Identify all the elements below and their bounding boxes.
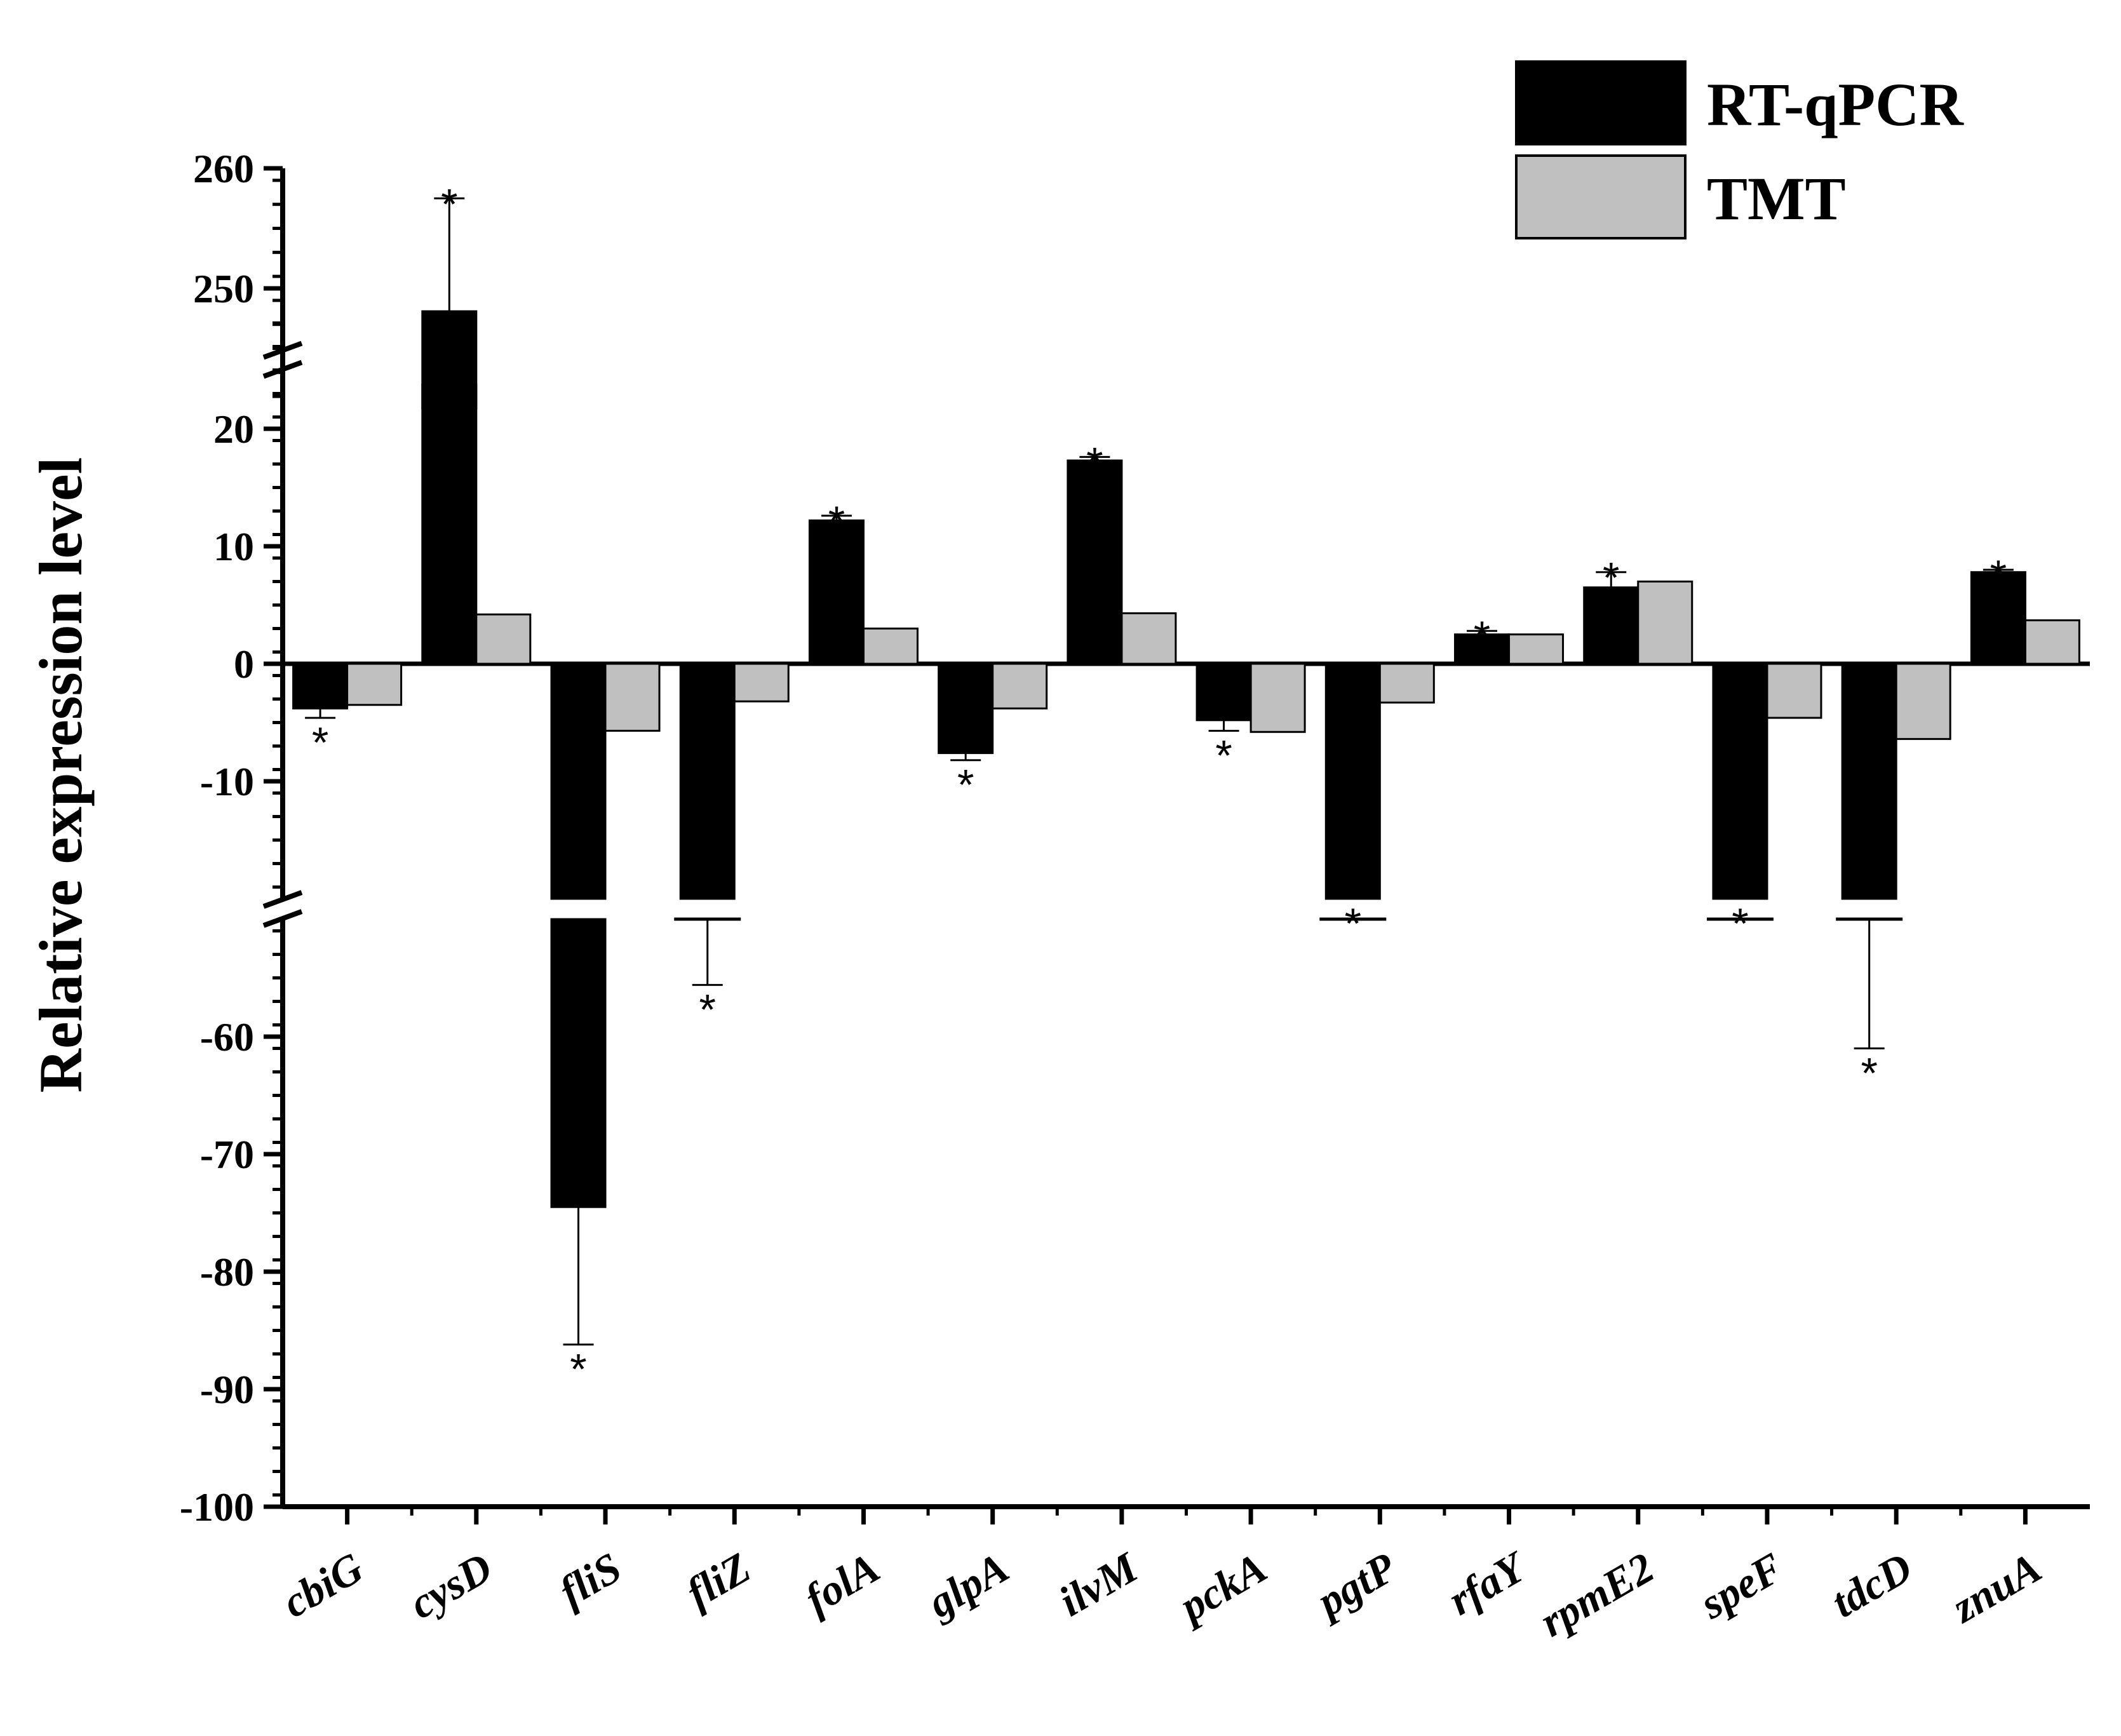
x-tick-label-ilvM: ilvM (1051, 1542, 1147, 1625)
bar-tmt-folA (862, 628, 919, 665)
bar-tmt-fliS (604, 663, 661, 732)
legend: RT-qPCR TMT (1515, 60, 1965, 239)
bar-rt-qpcr-pckA (1195, 663, 1252, 722)
bar-tmt-znuA (2024, 619, 2080, 665)
y-axis-label: Relative expression level (27, 457, 95, 1093)
y-tick-label: 20 (213, 407, 254, 452)
x-tick-label-speF: speF (1692, 1543, 1791, 1628)
axis-break-mark-1-b (262, 909, 303, 928)
bar-rt-qpcr-ilvM (1067, 459, 1123, 665)
x-tick-label-tdcD: tdcD (1823, 1543, 1920, 1627)
bar-tmt-ilvM (1121, 612, 1177, 665)
significance-marker-rfaY: * (1474, 612, 1490, 661)
legend-swatch-tmt (1515, 154, 1687, 239)
bar-tmt-rfaY (1508, 633, 1565, 665)
bar-tmt-cbiG (346, 663, 403, 706)
bar-tmt-rpmE2 (1637, 581, 1693, 665)
x-tick-label-cbiG: cbiG (274, 1543, 371, 1627)
y-tick-label: 260 (193, 146, 254, 191)
legend-label-tmt: TMT (1707, 165, 1846, 232)
y-tick-label: 0 (234, 642, 254, 687)
significance-marker-glpA: * (957, 761, 974, 809)
significance-marker-cysD: * (441, 180, 457, 228)
x-axis: cbiG cysD fliS fliZ folA glpA ilvM pckA pgtP rfaY… (274, 1504, 2090, 1646)
x-tick-label-rpmE2: rpmE2 (1532, 1543, 1662, 1646)
significance-marker-fliZ: * (699, 986, 716, 1034)
y-tick-label: 250 (193, 266, 254, 311)
bar-tmt-pckA (1249, 663, 1306, 733)
y-axis: 260 250 20 10 0 -10 -60 -70 -80 -90 -100 (180, 146, 303, 1530)
bar-rt-qpcr-rfaY (1454, 633, 1511, 665)
bar-rt-qpcr-fliZ-upper (679, 663, 736, 900)
bar-rt-qpcr-glpA (938, 663, 994, 755)
bar-rt-qpcr-tdcD-upper (1841, 663, 1897, 900)
y-tick-label: -100 (180, 1484, 254, 1530)
significance-marker-znuA: * (1990, 551, 2007, 600)
x-tick-label-fliZ: fliZ (678, 1543, 758, 1617)
bar-tmt-pgtP (1378, 663, 1435, 704)
x-tick-label-znuA: znuA (1943, 1543, 2049, 1632)
x-tick-label-glpA: glpA (919, 1543, 1016, 1627)
y-tick-label: -60 (200, 1014, 254, 1060)
bar-rt-qpcr-speF-upper (1712, 663, 1768, 900)
bar-tmt-speF (1766, 663, 1822, 719)
x-tick-label-rfaY: rfaY (1440, 1541, 1536, 1624)
bar-rt-qpcr-cbiG (292, 663, 349, 710)
bar-rt-qpcr-cysD-upper (421, 383, 478, 410)
bar-rt-qpcr-fliS-upper (550, 663, 607, 900)
axis-break-mark-1-a (262, 890, 303, 909)
x-tick-label-pgtP: pgtP (1306, 1543, 1404, 1627)
bar-tmt-glpA (992, 663, 1048, 710)
x-tick-label-cysD: cysD (401, 1543, 501, 1628)
legend-label-rt-qpcr: RT-qPCR (1707, 71, 1965, 138)
significance-marker-speF: * (1732, 899, 1748, 948)
bar-tmt-cysD (475, 613, 532, 665)
bar-rt-qpcr-pgtP-upper (1324, 663, 1381, 900)
bar-rt-qpcr-fliS-lower (550, 918, 607, 1208)
significance-marker-pgtP: * (1345, 899, 1361, 948)
significance-marker-tdcD: * (1861, 1049, 1877, 1098)
legend-swatch-rt-qpcr (1515, 60, 1687, 145)
y-tick-label: -10 (200, 759, 254, 804)
bar-tmt-fliZ (733, 663, 790, 703)
y-tick-label: -90 (200, 1367, 254, 1412)
significance-marker-cbiG: * (312, 718, 328, 767)
significance-marker-rpmE2: * (1603, 554, 1619, 602)
plot-area: * * * * * * * * * * * * * * (283, 180, 2090, 1394)
significance-marker-folA: * (828, 497, 845, 546)
axis-break-mark-0-a (262, 340, 303, 360)
significance-marker-ilvM: * (1086, 438, 1103, 487)
y-tick-label: 10 (213, 524, 254, 569)
bar-tmt-tdcD (1895, 663, 1951, 740)
significance-marker-pckA: * (1215, 731, 1232, 779)
y-tick-label: -80 (200, 1249, 254, 1295)
x-tick-label-fliS: fliS (551, 1543, 629, 1616)
x-tick-label-pckA: pckA (1169, 1543, 1275, 1632)
y-tick-label: -70 (200, 1132, 254, 1177)
x-tick-label-folA: folA (797, 1543, 887, 1623)
significance-marker-fliS: * (570, 1345, 586, 1394)
bar-rt-qpcr-znuA (1970, 571, 2026, 665)
